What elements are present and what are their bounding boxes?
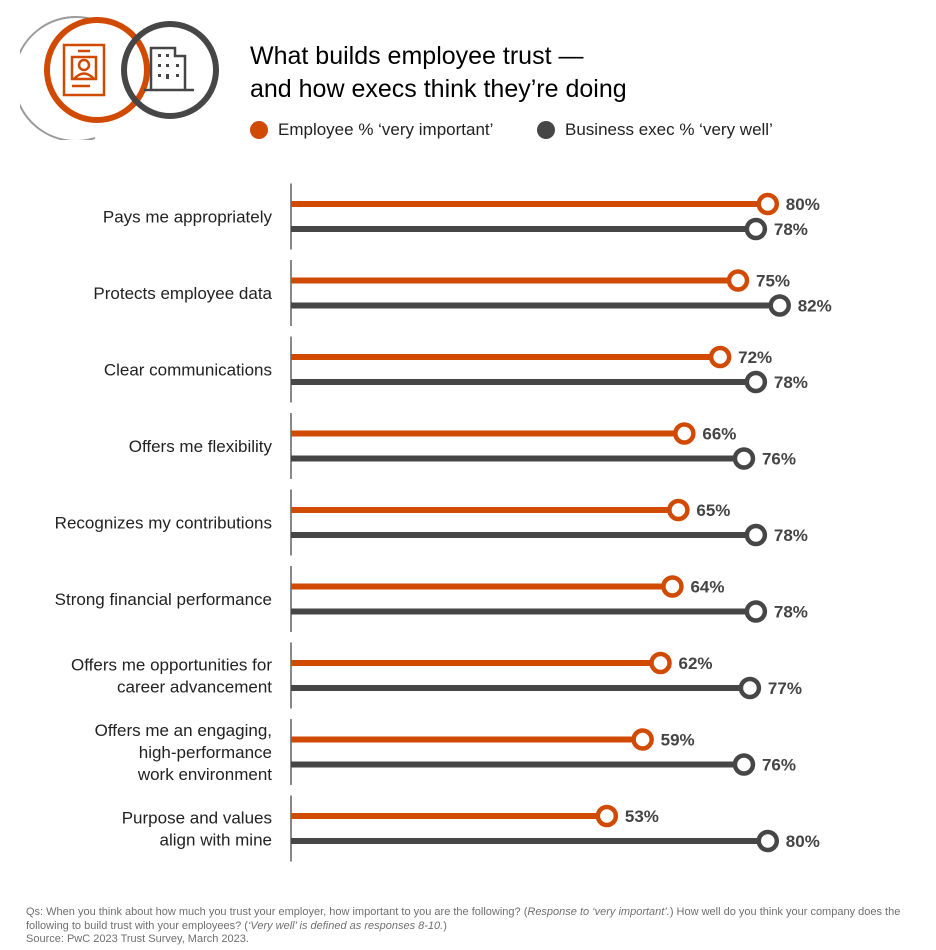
exec-marker xyxy=(738,676,762,700)
data-label: 80% xyxy=(786,832,820,851)
legend-employee: Employee % ‘very important’ xyxy=(250,120,493,140)
legend-exec: Business exec % ‘very well’ xyxy=(537,120,773,140)
footer-note: Qs: When you think about how much you tr… xyxy=(26,906,906,947)
legend-label-employee: Employee % ‘very important’ xyxy=(278,120,494,139)
data-label: 64% xyxy=(690,578,724,597)
building-icon xyxy=(144,46,194,92)
employee-marker xyxy=(673,422,696,445)
employee-marker xyxy=(631,728,654,751)
title-line-2: and how execs think they’re doing xyxy=(250,75,627,103)
logo xyxy=(20,16,219,140)
data-label: 78% xyxy=(774,603,808,622)
plot-area: Pays me appropriately 80% 78% Protects empl… xyxy=(55,183,832,862)
data-label: 75% xyxy=(756,272,790,291)
title-line-1: What builds employee trust — xyxy=(250,42,584,70)
data-label: 78% xyxy=(774,220,808,239)
category-label: high-performance xyxy=(139,743,272,762)
q-part-2: ) How well do you think your company doe… xyxy=(26,906,901,932)
q-italic-1: Response to ‘very important’. xyxy=(527,906,670,918)
exec-marker xyxy=(744,523,768,547)
chart-title: What builds employee trust — and how exe… xyxy=(250,40,627,106)
data-label: 53% xyxy=(625,807,659,826)
legend-label-exec: Business exec % ‘very well’ xyxy=(565,120,773,139)
employee-marker xyxy=(595,804,619,828)
category-label: Clear communications xyxy=(104,361,272,380)
source-text: Source: PwC 2023 Trust Survey, March 202… xyxy=(26,933,249,945)
q-part-1: Qs: When you think about how much you tr… xyxy=(26,906,528,918)
data-label: 72% xyxy=(738,348,772,367)
data-label: 78% xyxy=(774,373,808,392)
employee-marker xyxy=(708,345,732,369)
data-label: 82% xyxy=(798,297,832,316)
category-label: Strong financial performance xyxy=(55,590,272,609)
category-label: Pays me appropriately xyxy=(103,208,273,227)
exec-marker xyxy=(744,370,768,394)
employee-marker xyxy=(726,269,750,292)
category-label: Recognizes my contributions xyxy=(55,514,272,533)
employee-marker xyxy=(756,192,780,216)
employee-marker xyxy=(661,575,684,598)
category-label: work environment xyxy=(137,765,272,784)
category-label: career advancement xyxy=(117,678,272,697)
exec-marker xyxy=(768,294,791,317)
category-label: align with mine xyxy=(160,831,272,850)
question-text: Qs: When you think about how much you tr… xyxy=(26,906,906,933)
exec-marker xyxy=(756,829,780,853)
data-label: 78% xyxy=(774,526,808,545)
data-label: 66% xyxy=(702,425,736,444)
exec-marker xyxy=(732,447,756,470)
exec-marker xyxy=(732,753,756,776)
legend-swatch-exec xyxy=(537,121,555,139)
data-label: 59% xyxy=(661,731,695,750)
id-badge-icon xyxy=(62,43,106,97)
exec-marker xyxy=(744,217,768,241)
category-label: Protects employee data xyxy=(93,284,272,303)
data-label: 76% xyxy=(762,756,796,775)
data-label: 76% xyxy=(762,450,796,469)
logo-exec-ring xyxy=(121,21,219,119)
q-part-3: ) xyxy=(443,919,447,932)
logo-arc xyxy=(20,16,96,140)
exec-marker xyxy=(744,600,768,623)
data-label: 62% xyxy=(679,654,713,673)
category-label: Offers me opportunities for xyxy=(71,656,272,675)
data-label: 80% xyxy=(786,195,820,214)
q-italic-2: ‘Very well’ is defined as responses 8-10… xyxy=(247,919,444,932)
category-label: Offers me an engaging, xyxy=(95,721,272,740)
employee-marker xyxy=(667,498,690,522)
legend-swatch-employee xyxy=(250,121,268,139)
category-label: Offers me flexibility xyxy=(129,437,273,456)
category-label: Purpose and values xyxy=(122,809,272,828)
data-label: 77% xyxy=(768,679,802,698)
data-label: 65% xyxy=(696,501,730,520)
employee-marker xyxy=(649,651,672,675)
logo-employee-ring xyxy=(44,17,150,123)
